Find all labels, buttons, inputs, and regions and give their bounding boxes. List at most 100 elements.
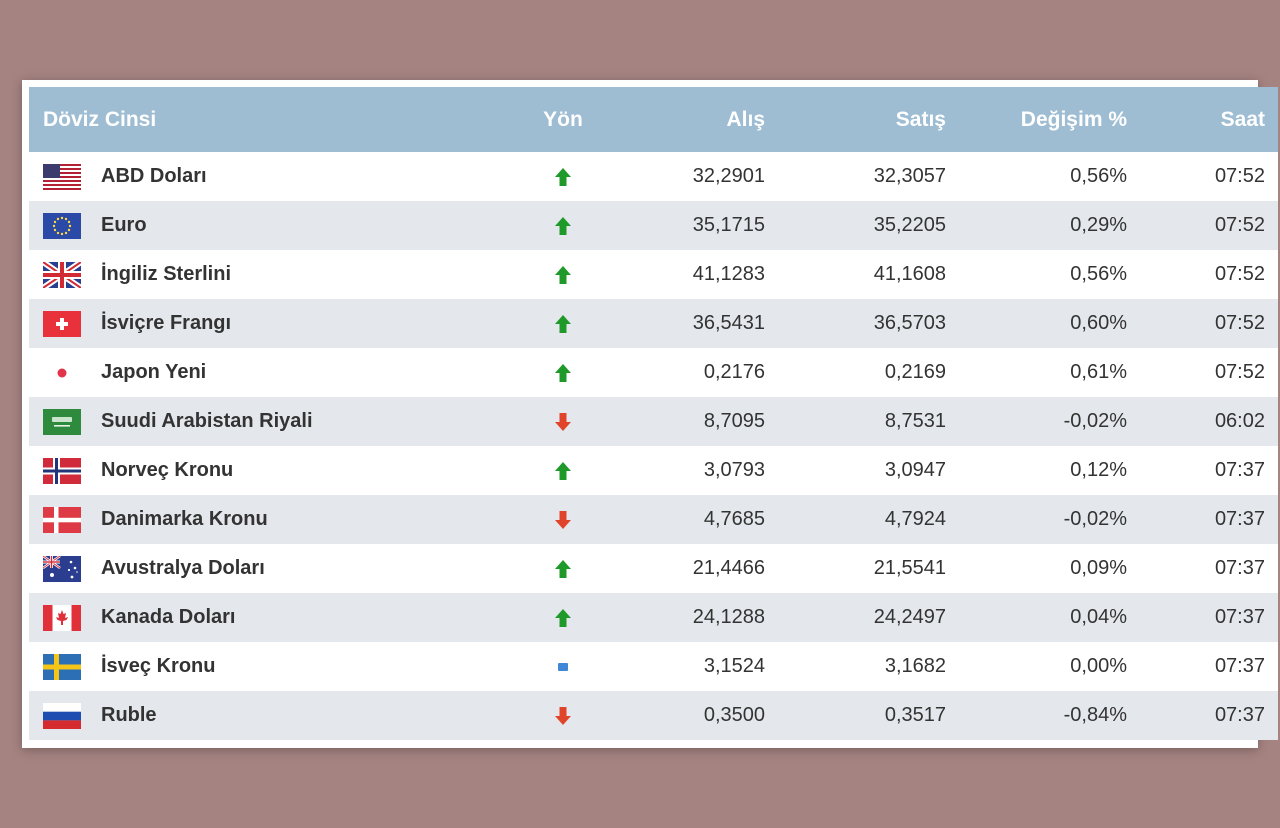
- arrow-down-icon: [554, 706, 572, 726]
- currency-name[interactable]: İsviçre Frangı: [101, 312, 232, 334]
- arrow-up-icon: [554, 559, 572, 579]
- currency-name[interactable]: Euro: [101, 214, 147, 236]
- buy-value: 0,2176: [613, 348, 765, 397]
- japan-flag-icon: [43, 359, 81, 386]
- buy-value: 4,7685: [613, 495, 765, 544]
- currency-name[interactable]: Ruble: [101, 704, 157, 726]
- table-row[interactable]: İsviçre Frangı 36,5431 36,5703 0,60% 07:52: [29, 299, 1278, 348]
- change-value: -0,02%: [946, 495, 1127, 544]
- currency-name[interactable]: Avustralya Doları: [101, 557, 265, 579]
- time-value: 07:52: [1127, 299, 1278, 348]
- currency-name[interactable]: Kanada Doları: [101, 606, 236, 628]
- change-value: 0,61%: [946, 348, 1127, 397]
- table-row[interactable]: Ruble 0,3500 0,3517 -0,84% 07:37: [29, 691, 1278, 740]
- change-value: -0,84%: [946, 691, 1127, 740]
- currency-cell: İsviçre Frangı: [29, 299, 513, 348]
- buy-value: 41,1283: [613, 250, 765, 299]
- direction-cell: [513, 299, 613, 348]
- buy-value: 35,1715: [613, 201, 765, 250]
- arrow-up-icon: [554, 461, 572, 481]
- table-row[interactable]: Japon Yeni 0,2176 0,2169 0,61% 07:52: [29, 348, 1278, 397]
- table-row[interactable]: Euro 35,1715 35,2205 0,29% 07:52: [29, 201, 1278, 250]
- change-value: 0,29%: [946, 201, 1127, 250]
- time-value: 07:37: [1127, 642, 1278, 691]
- arrow-up-icon: [554, 167, 572, 187]
- change-value: 0,12%: [946, 446, 1127, 495]
- table-row[interactable]: ABD Doları 32,2901 32,3057 0,56% 07:52: [29, 152, 1278, 201]
- direction-cell: [513, 446, 613, 495]
- direction-cell: [513, 152, 613, 201]
- buy-value: 32,2901: [613, 152, 765, 201]
- header-sell[interactable]: Satış: [765, 87, 946, 152]
- table-row[interactable]: İngiliz Sterlini 41,1283 41,1608 0,56% 07:52: [29, 250, 1278, 299]
- table-row[interactable]: İsveç Kronu 3,1524 3,1682 0,00% 07:37: [29, 642, 1278, 691]
- table-row[interactable]: Suudi Arabistan Riyali 8,7095 8,7531 -0,02%…: [29, 397, 1278, 446]
- currency-name[interactable]: Japon Yeni: [101, 361, 207, 383]
- time-value: 07:52: [1127, 348, 1278, 397]
- currency-rates-card: Döviz Cinsi Yön Alış Satış Değişim % Saa…: [22, 80, 1278, 748]
- change-value: 0,56%: [946, 152, 1127, 201]
- table-row[interactable]: Avustralya Doları 21,4466 21,5541 0,09% 07:3…: [29, 544, 1278, 593]
- sell-value: 3,0947: [765, 446, 946, 495]
- time-value: 07:37: [1127, 446, 1278, 495]
- sell-value: 35,2205: [765, 201, 946, 250]
- arrow-up-icon: [554, 314, 572, 334]
- currency-name[interactable]: Norveç Kronu: [101, 459, 234, 481]
- australia-flag-icon: [43, 555, 81, 582]
- time-value: 07:52: [1127, 250, 1278, 299]
- time-value: 06:02: [1127, 397, 1278, 446]
- currency-rates-table: Döviz Cinsi Yön Alış Satış Değişim % Saa…: [29, 87, 1278, 740]
- currency-cell: İngiliz Sterlini: [29, 250, 513, 299]
- currency-cell: ABD Doları: [29, 152, 513, 201]
- eu-flag-icon: [43, 212, 81, 239]
- currency-cell: Japon Yeni: [29, 348, 513, 397]
- sell-value: 24,2497: [765, 593, 946, 642]
- buy-value: 36,5431: [613, 299, 765, 348]
- sell-value: 0,2169: [765, 348, 946, 397]
- table-row[interactable]: Danimarka Kronu 4,7685 4,7924 -0,02% 07:37: [29, 495, 1278, 544]
- header-direction[interactable]: Yön: [513, 87, 613, 152]
- table-header-row: Döviz Cinsi Yön Alış Satış Değişim % Saa…: [29, 87, 1278, 152]
- table-row[interactable]: Norveç Kronu 3,0793 3,0947 0,12% 07:37: [29, 446, 1278, 495]
- time-value: 07:52: [1127, 201, 1278, 250]
- currency-name[interactable]: Suudi Arabistan Riyali: [101, 410, 313, 432]
- sell-value: 41,1608: [765, 250, 946, 299]
- currency-name[interactable]: İngiliz Sterlini: [101, 263, 232, 285]
- russia-flag-icon: [43, 702, 81, 729]
- direction-cell: [513, 250, 613, 299]
- time-value: 07:37: [1127, 691, 1278, 740]
- direction-cell: [513, 642, 613, 691]
- currency-cell: İsveç Kronu: [29, 642, 513, 691]
- direction-cell: [513, 201, 613, 250]
- direction-cell: [513, 691, 613, 740]
- currency-name[interactable]: Danimarka Kronu: [101, 508, 268, 530]
- header-time[interactable]: Saat: [1127, 87, 1278, 152]
- time-value: 07:52: [1127, 152, 1278, 201]
- change-value: 0,60%: [946, 299, 1127, 348]
- direction-cell: [513, 544, 613, 593]
- change-value: -0,02%: [946, 397, 1127, 446]
- sell-value: 32,3057: [765, 152, 946, 201]
- denmark-flag-icon: [43, 506, 81, 533]
- direction-cell: [513, 495, 613, 544]
- table-row[interactable]: Kanada Doları 24,1288 24,2497 0,04% 07:37: [29, 593, 1278, 642]
- header-change[interactable]: Değişim %: [946, 87, 1127, 152]
- change-value: 0,56%: [946, 250, 1127, 299]
- time-value: 07:37: [1127, 593, 1278, 642]
- uk-flag-icon: [43, 261, 81, 288]
- arrow-up-icon: [554, 216, 572, 236]
- change-value: 0,00%: [946, 642, 1127, 691]
- norway-flag-icon: [43, 457, 81, 484]
- currency-name[interactable]: ABD Doları: [101, 165, 207, 187]
- change-value: 0,09%: [946, 544, 1127, 593]
- buy-value: 3,0793: [613, 446, 765, 495]
- currency-cell: Euro: [29, 201, 513, 250]
- sell-value: 21,5541: [765, 544, 946, 593]
- header-buy[interactable]: Alış: [613, 87, 765, 152]
- currency-cell: Suudi Arabistan Riyali: [29, 397, 513, 446]
- currency-name[interactable]: İsveç Kronu: [101, 655, 216, 677]
- buy-value: 8,7095: [613, 397, 765, 446]
- sell-value: 0,3517: [765, 691, 946, 740]
- saudi-flag-icon: [43, 408, 81, 435]
- header-currency[interactable]: Döviz Cinsi: [29, 87, 513, 152]
